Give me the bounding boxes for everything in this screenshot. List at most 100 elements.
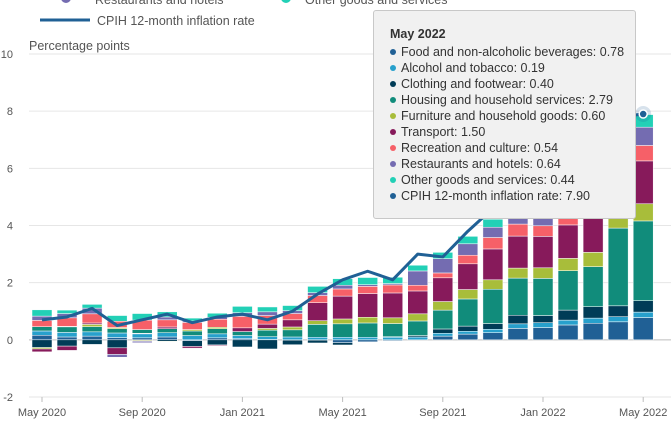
- bar-segment[interactable]: [257, 336, 278, 340]
- bar-segment[interactable]: [507, 315, 529, 325]
- bar-segment[interactable]: [432, 301, 454, 311]
- bar-segment[interactable]: [232, 327, 253, 332]
- bar-segment[interactable]: [582, 323, 604, 341]
- bar-segment[interactable]: [557, 319, 579, 326]
- bar-segment[interactable]: [632, 145, 654, 162]
- bar-segment[interactable]: [407, 264, 428, 272]
- bar-segment[interactable]: [482, 248, 504, 281]
- bar-stack[interactable]: [232, 306, 253, 348]
- bar-segment[interactable]: [582, 266, 604, 307]
- bar-segment[interactable]: [482, 329, 504, 333]
- bar-segment[interactable]: [157, 341, 178, 343]
- bar-segment[interactable]: [332, 337, 353, 341]
- bar-segment[interactable]: [432, 309, 454, 330]
- bar-stack[interactable]: [457, 236, 479, 341]
- bar-segment[interactable]: [482, 279, 504, 290]
- bar-segment[interactable]: [31, 309, 53, 317]
- bar-segment[interactable]: [232, 316, 253, 329]
- bar-segment[interactable]: [131, 337, 153, 341]
- bar-segment[interactable]: [382, 317, 403, 324]
- bar-segment[interactable]: [632, 126, 654, 146]
- bar-segment[interactable]: [557, 324, 579, 341]
- bar-stack[interactable]: [632, 114, 654, 341]
- bar-segment[interactable]: [282, 336, 303, 341]
- bar-segment[interactable]: [632, 311, 654, 318]
- bar-segment[interactable]: [532, 322, 554, 328]
- bar-segment[interactable]: [307, 324, 328, 338]
- bar-segment[interactable]: [607, 321, 629, 341]
- bar-stack[interactable]: [257, 306, 278, 350]
- bar-segment[interactable]: [432, 335, 454, 341]
- bar-segment[interactable]: [81, 339, 103, 345]
- bar-segment[interactable]: [182, 340, 203, 347]
- bar-segment[interactable]: [557, 309, 579, 321]
- bar-segment[interactable]: [407, 313, 428, 322]
- bar-segment[interactable]: [56, 332, 78, 338]
- bar-segment[interactable]: [56, 336, 78, 341]
- bar-segment[interactable]: [507, 323, 529, 329]
- bar-segment[interactable]: [532, 327, 554, 341]
- cpih-point-highlight[interactable]: [638, 109, 648, 119]
- bar-segment[interactable]: [432, 258, 454, 274]
- bar-segment[interactable]: [457, 263, 479, 290]
- bar-segment[interactable]: [56, 345, 78, 351]
- bar-segment[interactable]: [582, 306, 604, 319]
- bar-segment[interactable]: [357, 337, 378, 341]
- bar-segment[interactable]: [432, 272, 454, 279]
- bar-segment[interactable]: [457, 331, 479, 335]
- bar-segment[interactable]: [232, 335, 253, 339]
- bar-segment[interactable]: [557, 258, 579, 271]
- bar-segment[interactable]: [31, 326, 53, 332]
- bar-segment[interactable]: [257, 339, 278, 350]
- bar-segment[interactable]: [507, 277, 529, 316]
- bar-stack[interactable]: [131, 313, 153, 343]
- bar-segment[interactable]: [81, 313, 103, 324]
- bar-segment[interactable]: [632, 160, 654, 205]
- bar-segment[interactable]: [382, 292, 403, 319]
- legend-item[interactable]: Restaurants and hotels: [61, 0, 224, 7]
- bars[interactable]: [31, 114, 654, 358]
- bar-segment[interactable]: [106, 354, 128, 358]
- bar-segment[interactable]: [332, 342, 353, 346]
- bar-segment[interactable]: [257, 323, 278, 329]
- bar-segment[interactable]: [457, 298, 479, 327]
- bar-segment[interactable]: [56, 309, 78, 314]
- bar-segment[interactable]: [407, 270, 428, 286]
- bar-segment[interactable]: [56, 339, 78, 347]
- bar-segment[interactable]: [307, 339, 328, 344]
- bar-segment[interactable]: [532, 315, 554, 323]
- bar-segment[interactable]: [507, 328, 529, 341]
- bar-segment[interactable]: [607, 316, 629, 323]
- bar-segment[interactable]: [482, 323, 504, 330]
- bar-segment[interactable]: [582, 317, 604, 324]
- bar-segment[interactable]: [131, 341, 153, 343]
- bar-stack[interactable]: [382, 276, 403, 341]
- bar-segment[interactable]: [407, 290, 428, 315]
- bar-segment[interactable]: [182, 346, 203, 349]
- bar-segment[interactable]: [257, 329, 278, 337]
- bar-segment[interactable]: [532, 267, 554, 279]
- bar-segment[interactable]: [407, 336, 428, 341]
- bar-segment[interactable]: [482, 332, 504, 341]
- bar-segment[interactable]: [282, 319, 303, 328]
- bar-stack[interactable]: [207, 313, 228, 347]
- bar-segment[interactable]: [106, 347, 128, 355]
- bar-segment[interactable]: [157, 328, 178, 333]
- bar-segment[interactable]: [557, 224, 579, 259]
- bar-segment[interactable]: [31, 348, 53, 353]
- legend-item[interactable]: CPIH 12-month inflation rate: [40, 14, 255, 28]
- bar-stack[interactable]: [557, 192, 579, 341]
- bar-segment[interactable]: [31, 320, 53, 327]
- bar-segment[interactable]: [31, 330, 53, 336]
- bar-segment[interactable]: [307, 302, 328, 321]
- bar-segment[interactable]: [332, 339, 353, 343]
- bar-segment[interactable]: [207, 328, 228, 335]
- bar-segment[interactable]: [382, 284, 403, 294]
- bar-stack[interactable]: [31, 309, 53, 353]
- bar-segment[interactable]: [532, 225, 554, 237]
- bar-segment[interactable]: [157, 319, 178, 328]
- bar-segment[interactable]: [482, 226, 504, 238]
- bar-stack[interactable]: [507, 204, 529, 341]
- bar-segment[interactable]: [257, 328, 278, 331]
- bar-segment[interactable]: [106, 339, 128, 349]
